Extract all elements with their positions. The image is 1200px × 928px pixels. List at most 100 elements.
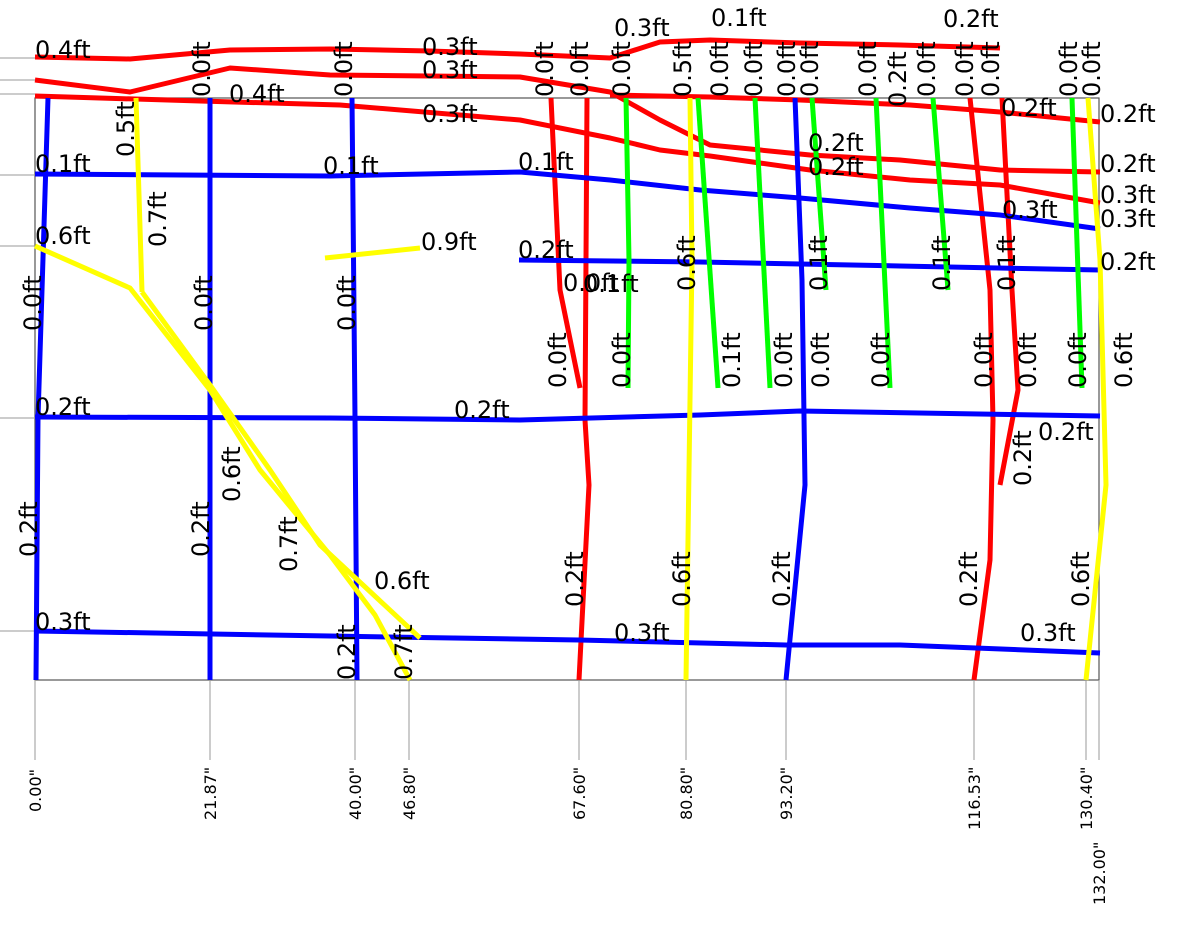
horizontal-labels: 0.4ft 0.3ft 0.3ft 0.3ft 0.1ft 0.2ft 0.4f… — [35, 4, 1156, 647]
green-lines — [623, 97, 1085, 389]
value-label: 0.0ft — [188, 41, 216, 97]
value-label: 0.0ft — [706, 41, 734, 97]
blue-line — [34, 628, 1101, 656]
value-label: 0.3ft — [35, 608, 91, 636]
value-label: 0.5ft — [669, 41, 697, 97]
value-label: 0.2ft — [1009, 430, 1037, 486]
yellow-line — [683, 97, 695, 681]
value-label: 0.2ft — [15, 501, 43, 557]
value-label: 0.0ft — [1055, 41, 1083, 97]
green-line — [930, 97, 951, 291]
blue-line — [34, 169, 1101, 232]
value-label: 0.2ft — [454, 396, 510, 424]
value-label: 0.0ft — [951, 41, 979, 97]
value-label: 0.1ft — [711, 4, 767, 32]
value-label: 0.0ft — [807, 332, 835, 388]
value-label: 0.6ft — [1110, 332, 1138, 388]
value-label: 0.2ft — [1100, 248, 1156, 276]
red-line — [997, 97, 1021, 486]
dimension-label: 80.80" — [677, 767, 696, 820]
value-label: 0.0ft — [544, 332, 572, 388]
value-label: 0.0ft — [563, 269, 619, 297]
value-label: 0.1ft — [718, 332, 746, 388]
value-label: 0.6ft — [668, 551, 696, 607]
value-label: 0.0ft — [19, 275, 47, 331]
dimension-labels: 0.00" 21.87" 40.00" 46.80" 67.60" 80.80"… — [26, 767, 1109, 905]
value-label: 0.1ft — [323, 152, 379, 180]
value-label: 0.2ft — [187, 501, 215, 557]
value-label: 0.3ft — [1100, 181, 1156, 209]
value-label: 0.0ft — [740, 41, 768, 97]
left-reference-ticks — [0, 57, 35, 632]
value-label: 0.1ft — [518, 148, 574, 176]
dimension-label: 132.00" — [1090, 842, 1109, 905]
value-label: 0.2ft — [808, 129, 864, 157]
value-label: 0.2ft — [1100, 100, 1156, 128]
red-line — [548, 97, 583, 389]
value-label: 0.2ft — [518, 236, 574, 264]
value-label: 0.1ft — [993, 235, 1021, 291]
value-label: 0.4ft — [35, 36, 91, 64]
value-label: 0.0ft — [333, 275, 361, 331]
value-label: 0.9ft — [421, 228, 477, 256]
value-label: 0.2ft — [35, 393, 91, 421]
value-label: 0.0ft — [867, 332, 895, 388]
value-label: 0.1ft — [805, 235, 833, 291]
value-label: 0.7ft — [144, 191, 172, 247]
value-label: 0.1ft — [583, 270, 639, 298]
value-label: 0.0ft — [330, 41, 358, 97]
dimension-label: 21.87" — [201, 767, 220, 820]
yellow-lines — [33, 97, 1109, 682]
value-label: 0.2ft — [943, 5, 999, 33]
blue-line — [33, 97, 51, 681]
blue-line — [34, 408, 1101, 423]
blue-line — [783, 97, 808, 681]
value-label: 0.3ft — [614, 14, 670, 42]
green-line — [873, 97, 893, 389]
panel-outline — [34, 97, 1100, 681]
value-label: 0.0ft — [566, 41, 594, 97]
yellow-line — [33, 243, 413, 682]
value-label: 0.0ft — [1064, 332, 1092, 388]
yellow-line — [133, 97, 145, 293]
blue-lines — [33, 97, 1101, 681]
value-label: 0.6ft — [35, 222, 91, 250]
value-label: 0.3ft — [422, 56, 478, 84]
value-label: 0.3ft — [422, 33, 478, 61]
dimension-label: 130.40" — [1077, 767, 1096, 830]
value-label: 0.6ft — [218, 446, 246, 502]
value-label: 0.0ft — [1014, 332, 1042, 388]
value-label: 0.1ft — [35, 150, 91, 178]
red-line — [34, 37, 1001, 62]
value-label: 0.3ft — [1100, 205, 1156, 233]
value-label: 0.0ft — [608, 41, 636, 97]
value-label: 0.7ft — [390, 624, 418, 680]
value-label: 0.0ft — [531, 41, 559, 97]
dimension-label: 116.53" — [965, 767, 984, 830]
value-label: 0.2ft — [1038, 418, 1094, 446]
value-label: 0.1ft — [928, 235, 956, 291]
value-label: 0.2ft — [1100, 150, 1156, 178]
value-label: 0.2ft — [808, 153, 864, 181]
red-line — [609, 92, 1101, 125]
vertical-labels: 0.0ft 0.0ft 0.0ft 0.0ft 0.0ft 0.5ft 0.0f… — [15, 41, 1138, 680]
red-line — [34, 65, 1101, 175]
green-line — [1069, 97, 1085, 389]
dimension-label: 0.00" — [26, 769, 45, 812]
value-label: 0.3ft — [422, 100, 478, 128]
value-label: 0.3ft — [1002, 196, 1058, 224]
green-line — [623, 97, 632, 389]
value-label: 0.2ft — [333, 624, 361, 680]
yellow-line — [324, 245, 421, 261]
dimension-label: 40.00" — [346, 767, 365, 820]
value-label: 0.0ft — [970, 332, 998, 388]
green-line — [695, 97, 721, 389]
value-label: 0.2ft — [768, 551, 796, 607]
value-label: 0.0ft — [190, 275, 218, 331]
value-label: 0.0ft — [773, 41, 801, 97]
dimension-label: 67.60" — [570, 767, 589, 820]
yellow-line — [1083, 97, 1109, 681]
value-label: 0.2ft — [1001, 94, 1057, 122]
value-label: 0.2ft — [884, 51, 912, 107]
value-label: 0.3ft — [614, 619, 670, 647]
